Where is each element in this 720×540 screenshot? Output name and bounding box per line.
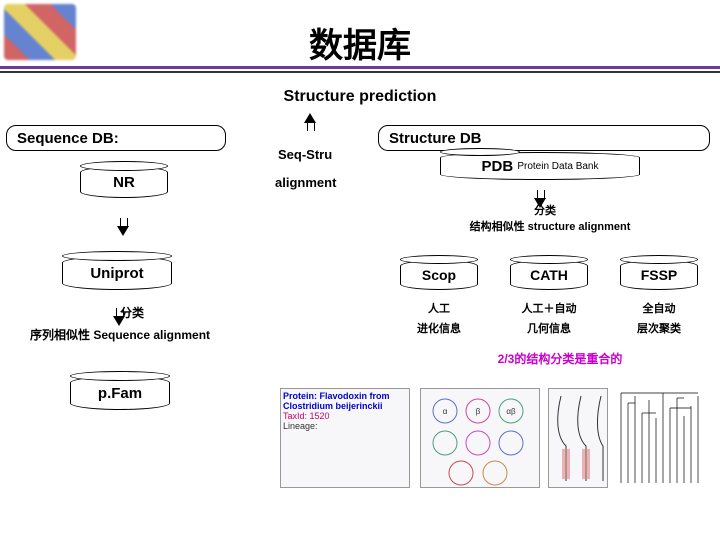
scop-entry-screenshot: Protein: Flavodoxin from Clostridium bei… [280, 388, 410, 488]
fssp-db: FSSP [620, 260, 698, 290]
nr-arrow-down-icon [117, 226, 129, 236]
pfam-db: p.Fam [70, 376, 170, 410]
svg-text:β: β [476, 407, 481, 416]
pdb-label: PDB [481, 158, 513, 175]
fssp-label: FSSP [641, 267, 678, 283]
structure-db-box: Structure DB [378, 125, 710, 151]
uniprot-label: Uniprot [90, 265, 143, 282]
overlap-note: 2/3的结构分类是重合的 [440, 350, 680, 367]
cath-desc-2: 几何信息 [510, 320, 588, 336]
page-title: 数据库 [0, 18, 720, 67]
pdb-db: PDB Protein Data Bank [440, 152, 640, 180]
scop-desc-2: 进化信息 [400, 320, 478, 336]
cath-label: CATH [530, 267, 568, 283]
struct-similarity-label: 结构相似性 structure alignment [420, 218, 680, 234]
pdb-sublabel: Protein Data Bank [517, 161, 598, 172]
scop-db: Scop [400, 260, 478, 290]
nr-db: NR [80, 166, 168, 198]
structure-db-label: Structure DB [389, 130, 482, 147]
seq-similarity-label: 序列相似性 Sequence alignment [10, 326, 230, 343]
svg-text:αβ: αβ [506, 407, 516, 416]
cath-structures-screenshot: αβαβ [420, 388, 540, 488]
scop-entry-title: Protein: Flavodoxin from Clostridium bei… [283, 391, 390, 411]
seq-stru-label: Seq-Stru [278, 147, 332, 162]
sequence-db-box: Sequence DB: [6, 125, 226, 151]
fssp-desc-2: 层次聚类 [620, 320, 698, 336]
svg-text:α: α [443, 407, 448, 416]
dendrogram-icon [616, 388, 706, 488]
scop-entry-lineage: Lineage: [283, 421, 318, 431]
alignment-label: alignment [275, 175, 336, 190]
cath-db: CATH [510, 260, 588, 290]
scop-entry-taxid: TaxId: 1520 [283, 411, 330, 421]
class-label-left: 分类 [120, 304, 144, 321]
cath-desc-1: 人工＋自动 [510, 300, 588, 316]
scop-label: Scop [422, 267, 456, 283]
seq-stru-arrow-up-icon [304, 113, 316, 123]
structure-prediction-label: Structure prediction [0, 88, 720, 106]
pfam-label: p.Fam [98, 385, 142, 402]
uniprot-db: Uniprot [62, 256, 172, 290]
sequence-db-label: Sequence DB: [17, 130, 119, 147]
nr-label: NR [113, 174, 135, 191]
class-label-cn: 分类 [510, 202, 580, 218]
title-underline-2 [0, 71, 720, 73]
scop-desc-1: 人工 [400, 300, 478, 316]
fssp-desc-1: 全自动 [620, 300, 698, 316]
title-underline-1 [0, 66, 720, 69]
topology-screenshot [548, 388, 608, 488]
